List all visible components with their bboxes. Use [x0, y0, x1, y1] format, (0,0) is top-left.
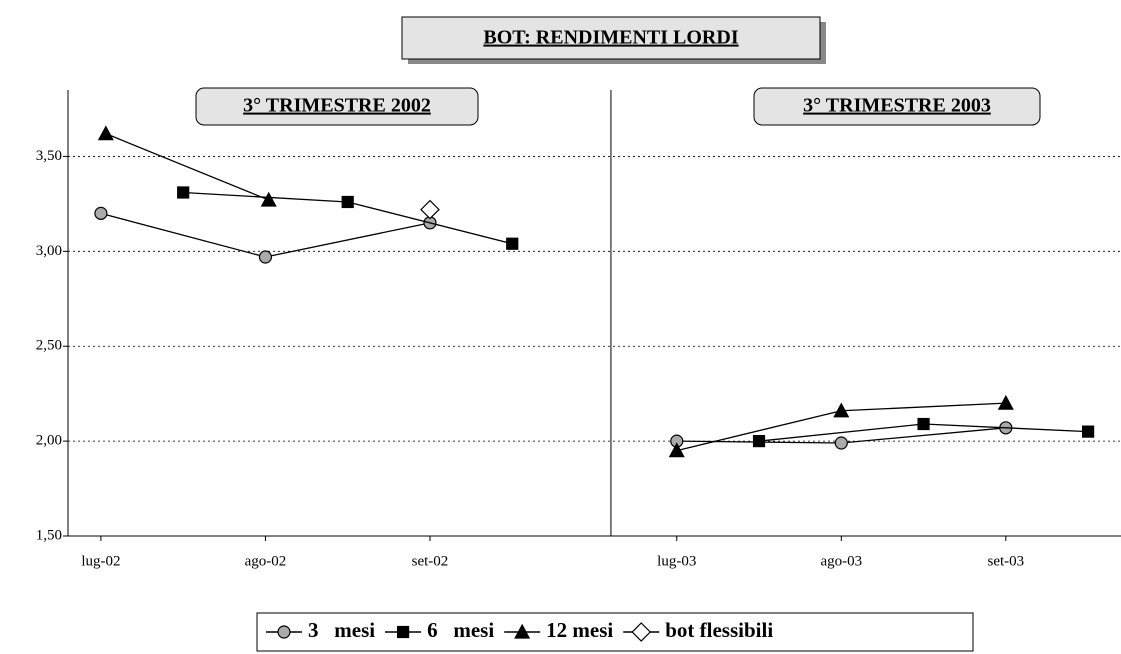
marker: [260, 191, 277, 207]
x-tick-label: set-02: [412, 553, 449, 569]
marker: [917, 417, 930, 431]
marker: [258, 250, 273, 264]
marker: [420, 199, 440, 220]
marker: [396, 625, 410, 639]
y-tick-label: 3,50: [36, 148, 62, 164]
x-tick-label: lug-03: [657, 553, 696, 569]
marker: [94, 206, 108, 220]
marker: [631, 622, 652, 642]
marker: [668, 442, 685, 458]
marker: [997, 394, 1014, 410]
marker: [752, 435, 766, 448]
legend-label: bot flessibili: [665, 618, 773, 642]
marker: [97, 125, 114, 141]
marker: [506, 237, 519, 250]
panel-box: [753, 87, 1041, 126]
chart-title: BOT: RENDIMENTI LORDI: [483, 27, 738, 49]
marker: [277, 625, 291, 639]
marker: [514, 623, 531, 639]
x-tick-label: ago-03: [820, 553, 862, 569]
title-box: [401, 16, 821, 60]
panel-box: [195, 87, 479, 126]
y-tick-label: 2,50: [36, 338, 62, 354]
legend-box: [256, 612, 974, 652]
marker: [177, 186, 190, 199]
y-tick-label: 3,00: [36, 243, 62, 259]
legend-label: 12 mesi: [546, 618, 613, 642]
y-tick-label: 1,50: [36, 527, 62, 543]
marker: [834, 436, 848, 450]
marker: [341, 195, 354, 209]
x-tick-label: ago-02: [245, 553, 287, 569]
legend-item: 3 mesi: [266, 618, 375, 642]
legend-label: 6 mesi: [427, 618, 494, 642]
marker: [1081, 425, 1095, 438]
panel-title: 3° TRIMESTRE 2003: [803, 95, 991, 117]
panel-title: 3° TRIMESTRE 2002: [243, 95, 431, 117]
x-tick-label: set-03: [987, 553, 1024, 569]
x-tick-label: lug-02: [81, 553, 120, 569]
legend-item: 12 mesi: [504, 618, 613, 642]
legend-label: 3 mesi: [308, 618, 375, 642]
y-tick-label: 2,00: [36, 433, 62, 449]
legend-item: 6 mesi: [385, 618, 494, 642]
legend-item: bot flessibili: [623, 618, 773, 642]
series-line: [105, 133, 269, 201]
marker: [833, 402, 850, 418]
